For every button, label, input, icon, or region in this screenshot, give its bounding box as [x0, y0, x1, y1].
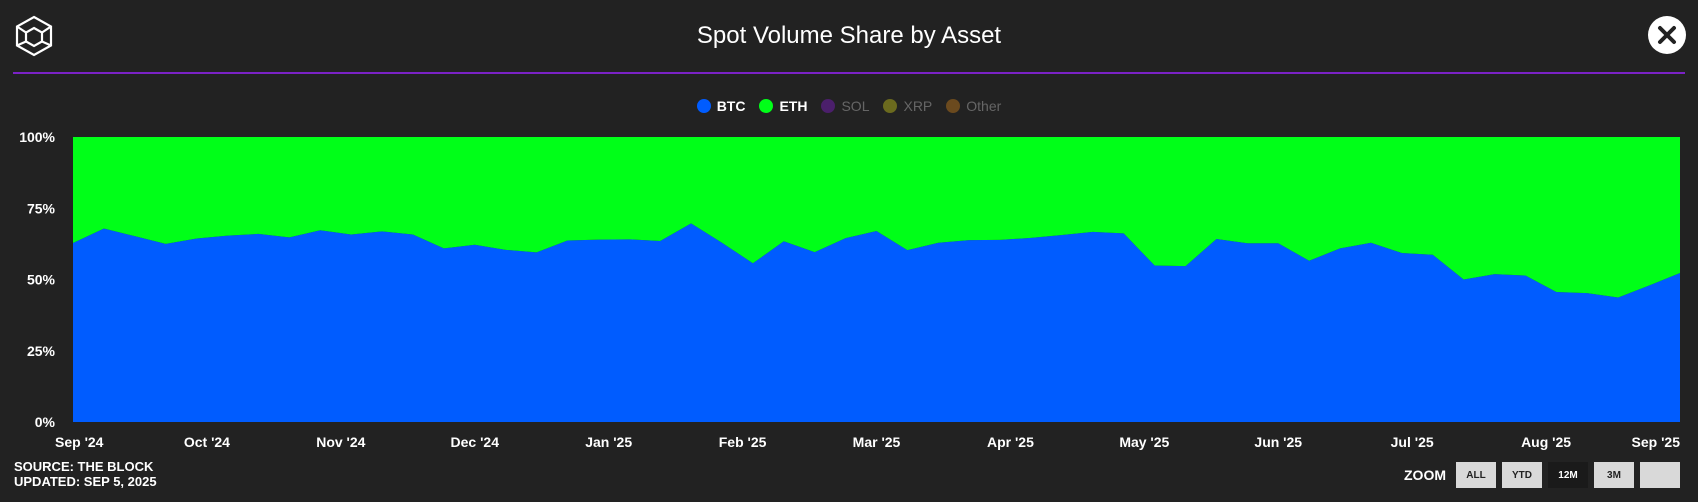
legend-item-btc[interactable]: BTC: [696, 98, 746, 114]
chart-title: Spot Volume Share by Asset: [696, 22, 1002, 49]
zoom-label: ZOOM: [1404, 467, 1446, 483]
legend-label-eth: ETH: [779, 98, 808, 114]
x-tick-label: Aug '25: [1521, 434, 1571, 450]
legend-item-xrp[interactable]: XRP: [883, 98, 932, 114]
zoom-12m-button[interactable]: 12M: [1548, 462, 1588, 488]
x-tick-label: Oct '24: [184, 434, 230, 450]
legend-dot-eth: [759, 99, 774, 113]
x-tick-label: Nov '24: [316, 434, 365, 450]
the-block-logo-icon: [12, 14, 56, 58]
x-tick-label: Feb '25: [719, 434, 767, 450]
legend-label-other: Other: [966, 98, 1002, 114]
x-axis-ticks: Sep '24 Oct '24 Nov '24 Dec '24 Jan '25 Feb '…: [55, 434, 1680, 450]
close-icon: [1658, 26, 1676, 44]
legend-label-sol: SOL: [841, 98, 870, 114]
x-tick-label: May '25: [1119, 434, 1169, 450]
x-tick-label: Jan '25: [585, 434, 632, 450]
y-tick-label: 0%: [35, 414, 56, 430]
updated-line: UPDATED: SEP 5, 2025: [14, 474, 157, 489]
legend-dot-other: [946, 99, 961, 113]
source-note: SOURCE: THE BLOCK UPDATED: SEP 5, 2025: [14, 459, 157, 489]
zoom-ytd-button[interactable]: YTD: [1502, 462, 1542, 488]
header-divider: [13, 72, 1685, 74]
y-tick-label: 100%: [19, 129, 55, 145]
x-tick-label: Dec '24: [451, 434, 500, 450]
area-series-eth[interactable]: [73, 137, 1680, 298]
series-areas: [73, 137, 1680, 422]
source-line: SOURCE: THE BLOCK: [14, 459, 154, 474]
legend-dot-btc: [696, 99, 711, 113]
legend-item-sol[interactable]: SOL: [821, 98, 869, 114]
legend-item-other[interactable]: Other: [946, 98, 1001, 114]
legend-dot-xrp: [883, 99, 898, 113]
zoom-controls: ZOOM ALL YTD 12M 3M: [1404, 462, 1680, 488]
y-tick-label: 25%: [27, 343, 56, 359]
y-tick-label: 75%: [27, 200, 56, 216]
x-tick-label: Mar '25: [853, 434, 901, 450]
legend-label-xrp: XRP: [903, 98, 933, 114]
legend-dot-sol: [821, 99, 836, 113]
zoom-custom-button[interactable]: [1640, 462, 1680, 488]
legend-item-eth[interactable]: ETH: [759, 98, 807, 114]
legend-label-btc: BTC: [716, 98, 746, 114]
x-tick-label: Jun '25: [1254, 434, 1302, 450]
area-series-btc[interactable]: [73, 223, 1680, 422]
chart-legend: BTC ETH SOL XRP Other: [0, 98, 1698, 114]
x-tick-label: Jul '25: [1391, 434, 1434, 450]
x-tick-label: Apr '25: [987, 434, 1034, 450]
x-tick-label: Sep '24: [55, 434, 104, 450]
y-axis-ticks: 0% 25% 50% 75% 100%: [19, 129, 55, 430]
x-tick-label: Sep '25: [1632, 434, 1681, 450]
close-button[interactable]: [1648, 16, 1686, 54]
zoom-3m-button[interactable]: 3M: [1594, 462, 1634, 488]
y-tick-label: 50%: [27, 272, 56, 288]
zoom-all-button[interactable]: ALL: [1456, 462, 1496, 488]
